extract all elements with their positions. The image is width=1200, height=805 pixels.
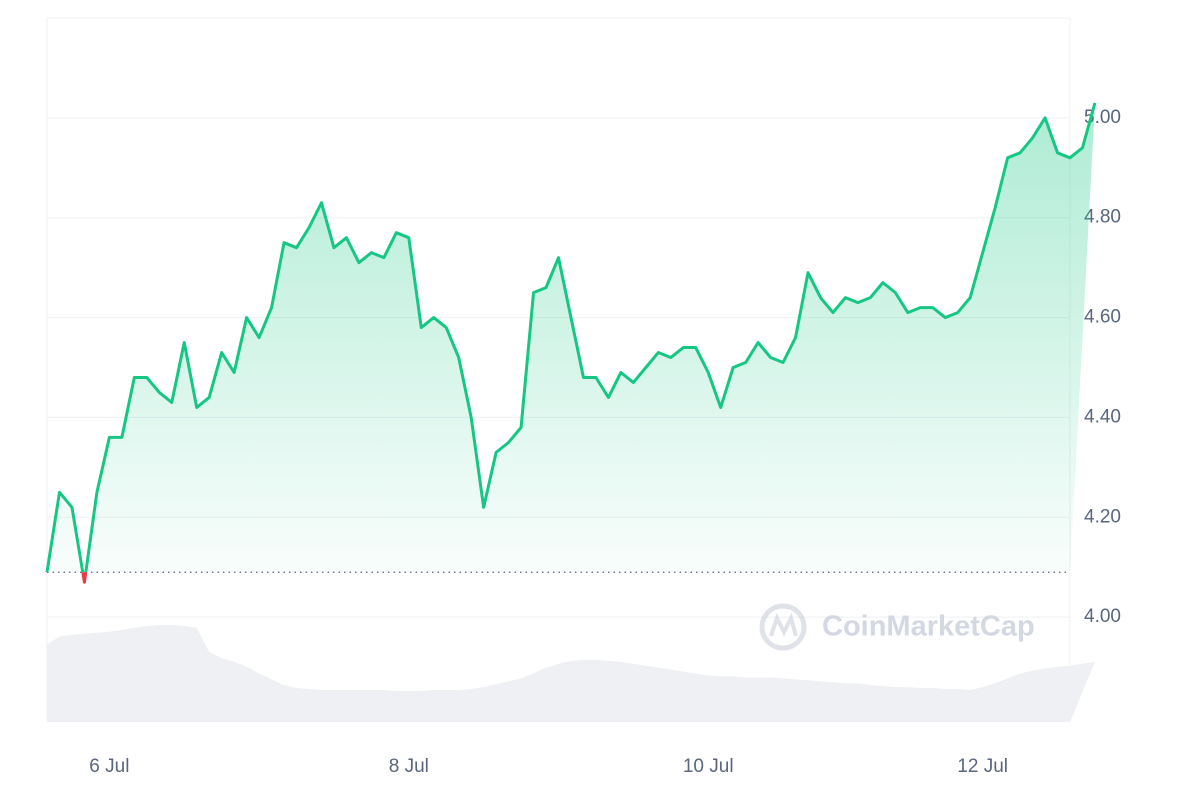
logo-ring — [759, 603, 807, 651]
x-tick-label: 12 Jul — [957, 756, 1008, 777]
x-tick-label: 6 Jul — [89, 756, 129, 777]
area — [47, 102, 1095, 573]
y-tick-label: 4.40 — [1084, 406, 1121, 427]
price-line — [45, 102, 1097, 573]
watermark-logo — [759, 603, 807, 651]
y-tick-label: 4.80 — [1084, 207, 1121, 228]
logo-m — [769, 612, 798, 637]
y-tick-label: 4.20 — [1084, 506, 1121, 527]
x-tick-label: 10 Jul — [683, 756, 734, 777]
y-tick-label: 4.60 — [1084, 307, 1121, 328]
volume-area — [47, 625, 1095, 722]
x-tick-label: 8 Jul — [389, 756, 429, 777]
watermark: CoinMarketCap — [822, 611, 1035, 643]
y-tick-label: 4.00 — [1084, 606, 1121, 627]
